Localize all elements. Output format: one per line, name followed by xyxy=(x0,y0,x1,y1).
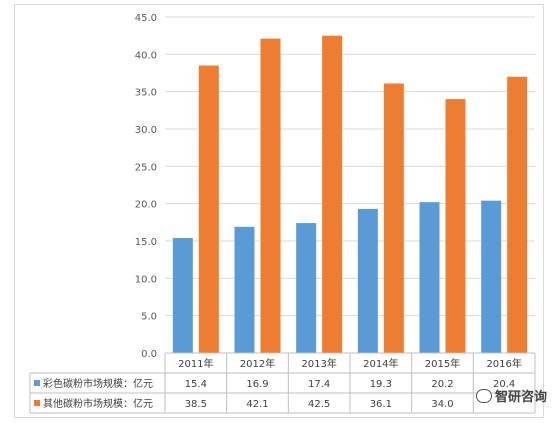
bar-color-toner xyxy=(419,202,440,353)
data-label: 34.0 xyxy=(431,399,453,410)
x-tick-label: 2014年 xyxy=(363,357,398,370)
bar-color-toner xyxy=(234,226,255,353)
bar-other-toner xyxy=(445,99,466,353)
bar-other-toner xyxy=(322,35,343,354)
x-tick-label: 2016年 xyxy=(486,357,521,370)
data-label: 36.1 xyxy=(370,399,392,410)
y-tick-label: 10.0 xyxy=(135,274,157,285)
data-label: 20.2 xyxy=(431,379,453,390)
y-tick-label: 15.0 xyxy=(135,237,157,248)
bar-other-toner xyxy=(507,76,528,353)
y-tick-label: 25.0 xyxy=(135,162,157,173)
bar-color-toner xyxy=(357,208,378,353)
data-label: 20.4 xyxy=(493,379,515,390)
legend-swatch xyxy=(34,380,40,386)
x-tick-label: 2011年 xyxy=(178,357,213,370)
data-label: 42.1 xyxy=(246,399,268,410)
data-label: 15.4 xyxy=(185,379,207,390)
legend-label: 其他碳粉市场规模：亿元 xyxy=(43,397,153,410)
y-tick-label: 40.0 xyxy=(135,50,157,61)
y-tick-label: 0.0 xyxy=(141,349,157,360)
x-tick-label: 2012年 xyxy=(240,357,275,370)
bar-other-toner xyxy=(383,83,404,353)
bar-other-toner xyxy=(260,38,281,354)
bar-other-toner xyxy=(198,65,219,354)
data-label: 38.5 xyxy=(185,399,207,410)
bar-color-toner xyxy=(296,223,317,353)
legend-label: 彩色碳粉市场规模：亿元 xyxy=(43,377,153,390)
x-tick-label: 2015年 xyxy=(425,357,460,370)
data-label: 16.9 xyxy=(246,379,268,390)
data-label: 17.4 xyxy=(308,379,330,390)
y-tick-label: 20.0 xyxy=(135,200,157,211)
y-tick-label: 35.0 xyxy=(135,88,157,99)
x-tick-label: 2013年 xyxy=(301,357,336,370)
watermark: 智研咨询 xyxy=(476,386,547,405)
wechat-icon xyxy=(476,388,492,403)
data-label: 19.3 xyxy=(370,379,392,390)
legend-swatch xyxy=(34,400,40,406)
bar-color-toner xyxy=(481,200,502,353)
y-tick-label: 5.0 xyxy=(141,312,157,323)
data-label: 42.5 xyxy=(308,399,330,410)
bar-color-toner xyxy=(172,238,193,353)
watermark-text: 智研咨询 xyxy=(495,390,548,405)
y-tick-label: 45.0 xyxy=(135,13,157,24)
y-tick-label: 30.0 xyxy=(135,125,157,136)
